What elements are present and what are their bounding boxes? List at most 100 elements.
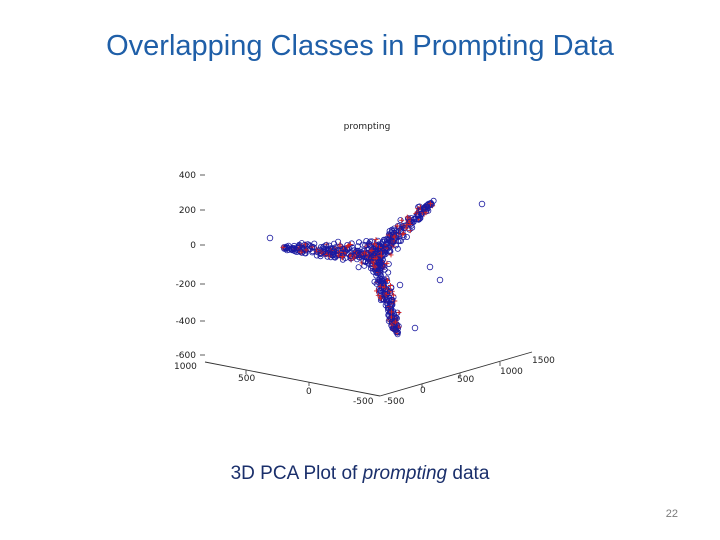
scatter-point-plus xyxy=(401,230,407,236)
caption-emphasis: prompting xyxy=(362,463,448,484)
scatter-point-plus xyxy=(399,217,405,223)
y-tick-label: 0 xyxy=(420,386,426,396)
scatter-point-plus xyxy=(375,292,381,298)
pca-3d-scatter-plot: prompting 400 200 0 -200 -400 -600 1000 … xyxy=(174,122,555,407)
z-tick-1: 200 xyxy=(179,206,205,216)
scatter-point xyxy=(367,248,374,255)
scatter-point xyxy=(390,325,397,332)
z-tick-2: 0 xyxy=(190,241,205,251)
scatter-point xyxy=(411,215,418,222)
scatter-point xyxy=(323,250,330,257)
scatter-point xyxy=(372,254,379,261)
z-tick-label: 0 xyxy=(190,241,196,251)
caption-prefix: 3D PCA Plot of xyxy=(230,463,363,484)
z-tick-label: 400 xyxy=(179,171,196,181)
page-number: 22 xyxy=(665,508,678,520)
scatter-point xyxy=(376,256,383,263)
scatter-point xyxy=(348,240,355,247)
scatter-point xyxy=(309,248,316,255)
y-tick-2: 500 xyxy=(457,373,474,385)
scatter-point-plus xyxy=(372,256,378,262)
x-tick-0: 1000 xyxy=(174,362,197,372)
y-tick-label: 1000 xyxy=(500,367,523,377)
scatter-point-plus xyxy=(372,241,378,247)
scatter-point-plus xyxy=(372,264,378,270)
scatter-point xyxy=(384,302,391,309)
scatter-point xyxy=(329,252,336,259)
scatter-point xyxy=(377,287,384,294)
scatter-point xyxy=(396,281,404,289)
y-axis-line xyxy=(379,351,533,397)
scatter-point-plus xyxy=(298,249,304,255)
scatter-point xyxy=(382,251,389,258)
scatter-point-plus xyxy=(387,283,393,288)
scatter-point xyxy=(426,263,434,271)
z-tick-0: 400 xyxy=(179,171,205,181)
scatter-point-plus xyxy=(391,292,397,298)
scatter-point xyxy=(370,268,377,275)
scatter-point xyxy=(409,224,416,231)
z-tick-label: 200 xyxy=(179,206,196,216)
scatter-point-plus xyxy=(389,309,394,315)
figure-caption: 3D PCA Plot of prompting data xyxy=(0,463,720,485)
scatter-point-plus xyxy=(303,247,309,253)
scatter-point xyxy=(385,269,392,276)
scatter-point-plus xyxy=(327,253,333,259)
scatter-point xyxy=(291,242,298,249)
scatter-point xyxy=(436,276,444,284)
y-tick-0: -500 xyxy=(384,397,405,407)
scatter-point-plus xyxy=(393,319,399,325)
scatter-point xyxy=(301,241,308,248)
scatter-point xyxy=(399,223,406,230)
y-tick-label: -500 xyxy=(384,397,405,407)
scatter-point xyxy=(355,264,362,271)
scatter-point xyxy=(415,216,422,223)
scatter-point-plus xyxy=(427,201,433,207)
y-tick-label: 500 xyxy=(457,375,474,385)
scatter-point xyxy=(313,252,320,259)
x-tick-2: 0 xyxy=(306,382,312,397)
z-tick-label: -400 xyxy=(176,317,197,327)
scatter-point xyxy=(377,297,384,304)
scatter-point xyxy=(403,234,410,241)
scatter-point xyxy=(377,266,384,273)
scatter-point-plus xyxy=(351,255,357,261)
scatter-point xyxy=(354,249,361,256)
scatter-point xyxy=(381,237,388,244)
scatter-point xyxy=(310,244,317,251)
scatter-point xyxy=(320,244,327,251)
x-axis-line xyxy=(204,361,381,397)
scatter-point xyxy=(386,242,393,249)
scatter-point xyxy=(381,266,388,273)
scatter-point xyxy=(387,308,394,315)
scatter-point xyxy=(373,262,380,269)
scatter-point xyxy=(360,247,367,254)
scatter-point xyxy=(414,212,421,219)
y-tick-1: 0 xyxy=(420,384,426,396)
scatter-point-plus xyxy=(378,253,384,259)
scatter-point xyxy=(364,260,371,267)
scatter-point xyxy=(478,200,486,208)
scatter-point xyxy=(355,239,362,246)
scatter-point xyxy=(389,314,396,321)
scatter-point xyxy=(382,294,389,301)
scatter-point-plus xyxy=(404,222,410,228)
scatter-point xyxy=(388,229,395,236)
x-tick-3: -500 xyxy=(353,397,374,407)
scatter-point-plus xyxy=(373,237,379,243)
scatter-point-plus xyxy=(396,310,402,315)
scatter-point xyxy=(363,237,370,244)
z-tick-label: -600 xyxy=(176,351,197,361)
scatter-point xyxy=(379,277,386,284)
scatter-point xyxy=(388,284,395,291)
y-tick-4: 1500 xyxy=(532,356,555,366)
scatter-point-plus xyxy=(394,223,400,229)
z-tick-5: -600 xyxy=(176,351,205,361)
z-tick-3: -200 xyxy=(176,280,205,290)
scatter-point-plus xyxy=(377,295,383,301)
x-tick-label: -500 xyxy=(353,397,374,407)
z-tick-label: -200 xyxy=(176,280,197,290)
scatter-point xyxy=(377,269,384,276)
scatter-point-plus xyxy=(369,247,375,253)
scatter-point xyxy=(380,283,387,290)
